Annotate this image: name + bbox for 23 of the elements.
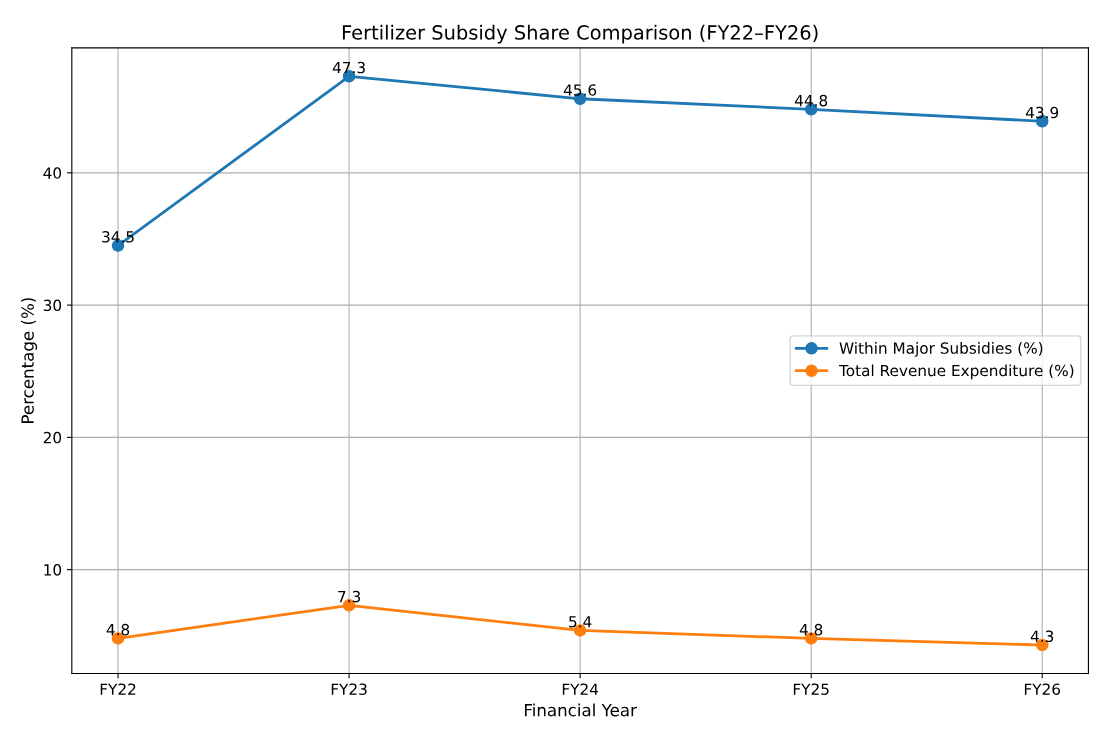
chart-title: Fertilizer Subsidy Share Comparison (FY22–FY26) bbox=[342, 24, 818, 44]
data-label: 45.6 bbox=[563, 84, 597, 96]
data-label: 4.8 bbox=[799, 623, 823, 636]
x-tick-label: FY26 bbox=[1024, 683, 1061, 695]
data-label: 4.3 bbox=[1030, 630, 1054, 643]
legend-label: Total Revenue Expenditure (%) bbox=[838, 364, 1074, 380]
x-tick-label: FY23 bbox=[331, 683, 367, 695]
x-tick-label: FY22 bbox=[100, 683, 136, 695]
data-label: 47.3 bbox=[332, 61, 365, 74]
x-tick-label: FY25 bbox=[793, 683, 829, 695]
data-label: 5.4 bbox=[569, 616, 592, 628]
y-tick-label: 10 bbox=[44, 564, 62, 576]
data-label: 43.9 bbox=[1025, 106, 1059, 119]
data-label: 4.8 bbox=[106, 623, 130, 636]
y-tick-label: 30 bbox=[43, 299, 62, 312]
x-tick-label: FY24 bbox=[562, 683, 599, 695]
y-tick-label: 40 bbox=[43, 167, 62, 179]
data-label: 44.8 bbox=[794, 94, 828, 107]
x-axis-title: Financial Year bbox=[524, 703, 637, 717]
y-tick-label: 20 bbox=[43, 431, 62, 444]
data-label: 7.3 bbox=[338, 590, 360, 603]
y-axis-title: Percentage (%) bbox=[20, 298, 38, 423]
legend-label: Within Major Subsidies (%) bbox=[839, 342, 1043, 357]
